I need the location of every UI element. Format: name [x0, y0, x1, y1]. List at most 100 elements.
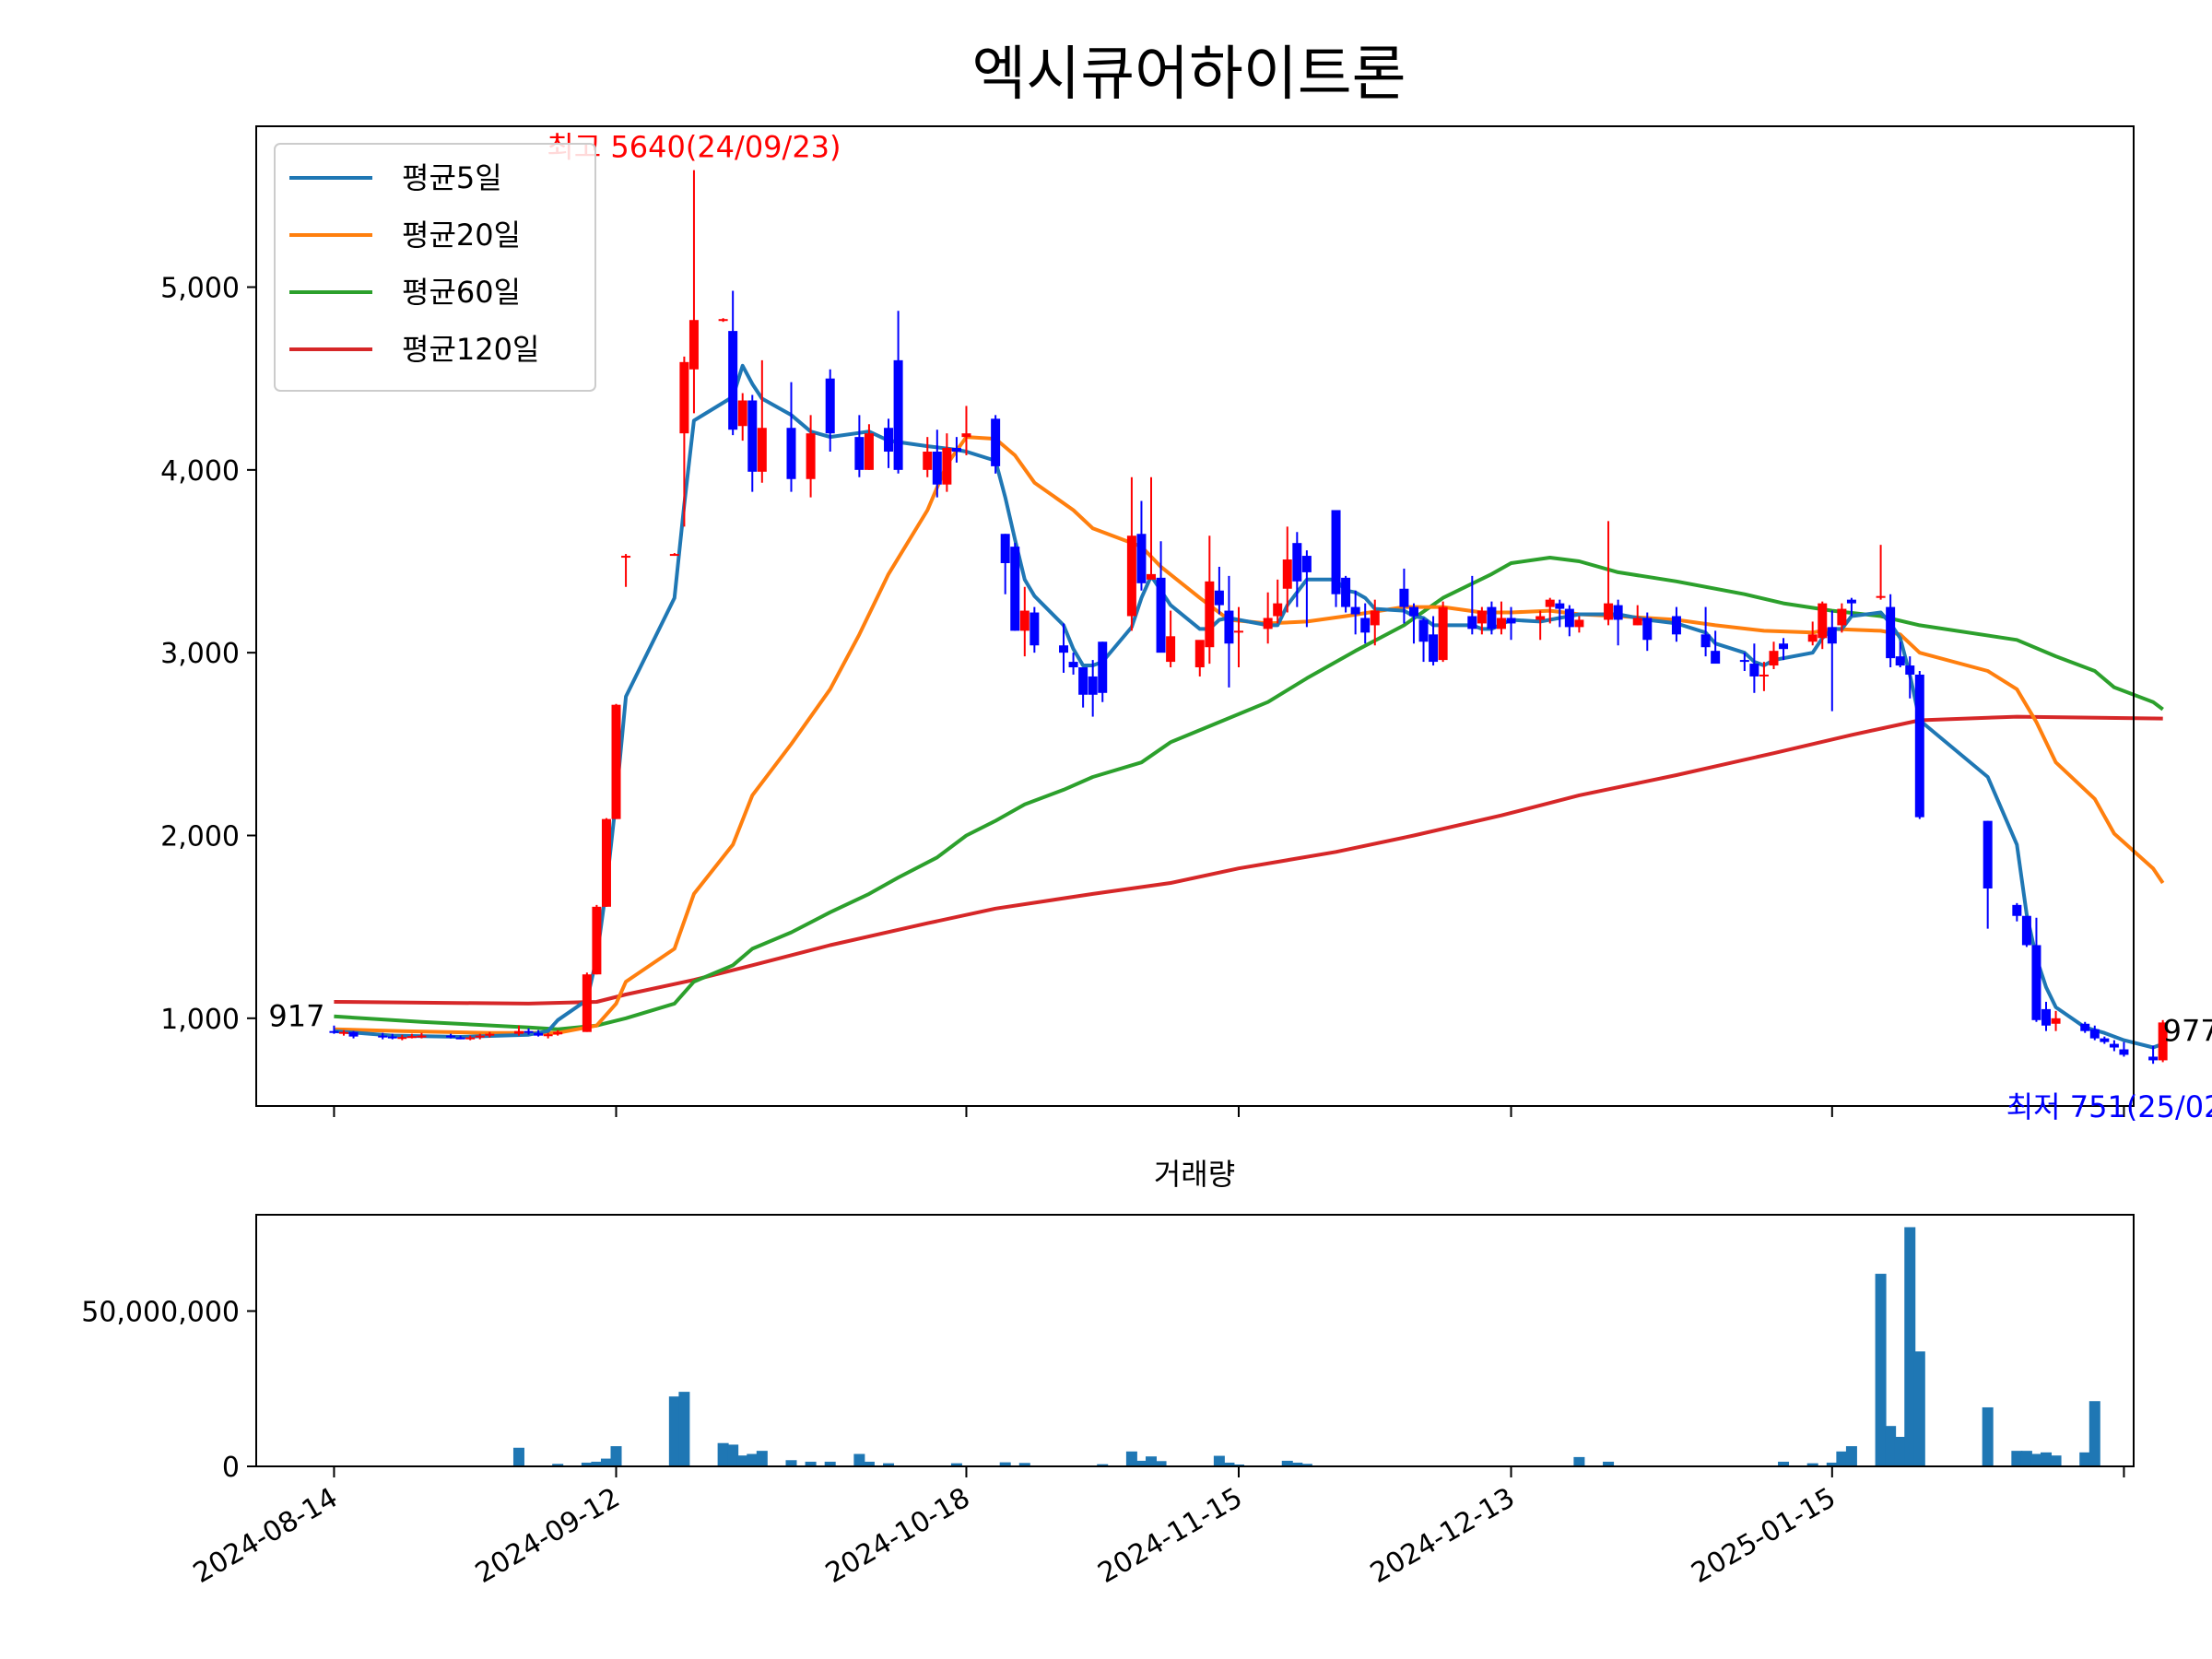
candle-body: [1010, 547, 1020, 631]
volume-bar: [1097, 1464, 1109, 1466]
candle-body: [1564, 608, 1574, 628]
candle: [1711, 630, 1721, 665]
volume-bar: [736, 1455, 748, 1466]
candle: [513, 1025, 524, 1036]
candle-body: [348, 1031, 359, 1037]
annotation-label: 최저 751(25/02/07): [2006, 1089, 2212, 1124]
candle-body: [406, 1036, 417, 1039]
volume-bar: [678, 1392, 690, 1466]
candle-body: [1905, 665, 1915, 675]
candle: [1156, 541, 1166, 653]
volume-bar: [1826, 1462, 1838, 1466]
candle: [387, 1033, 397, 1040]
candle: [1739, 653, 1749, 671]
candle-body: [688, 320, 699, 370]
volume-bar: [2011, 1451, 2023, 1466]
price-plot-frame: [255, 125, 2135, 1107]
candle-body: [864, 433, 874, 470]
candle-body: [1477, 610, 1487, 624]
candle: [1331, 510, 1341, 607]
candle-body: [728, 331, 738, 430]
candle-body: [1846, 599, 1856, 604]
volume-bar: [1146, 1456, 1158, 1466]
volume-bar: [1223, 1462, 1235, 1466]
candle: [1905, 656, 1915, 699]
candle: [465, 1035, 476, 1041]
candle-body: [2158, 1022, 2168, 1061]
candle: [737, 393, 747, 441]
candle: [1399, 568, 1409, 624]
volume-bar: [1894, 1436, 1906, 1466]
candle-body: [1876, 595, 1886, 598]
candle-body: [806, 433, 816, 479]
candle-body: [2041, 1008, 2052, 1026]
candle-body: [1818, 603, 1828, 639]
candle: [582, 972, 592, 1032]
candle: [1429, 616, 1439, 666]
candle: [1350, 590, 1360, 635]
candle: [1807, 621, 1818, 646]
volume-bars: [512, 1227, 2100, 1466]
candle-body: [1360, 618, 1371, 633]
candle-body: [923, 452, 933, 470]
candle: [991, 415, 1001, 474]
candle-body: [737, 400, 747, 427]
candle: [621, 554, 631, 587]
volume-bar: [1603, 1461, 1615, 1466]
candle-body: [524, 1030, 534, 1033]
candle: [1876, 545, 1886, 600]
candle-body: [1983, 820, 1993, 888]
volume-bar: [853, 1453, 865, 1466]
volume-bar: [1135, 1460, 1147, 1466]
volume-bar: [2050, 1455, 2062, 1466]
candle-body: [1827, 627, 1837, 644]
candle-body: [2051, 1018, 2061, 1024]
candle: [1749, 643, 1759, 693]
volume-bar: [1806, 1463, 1818, 1466]
candle: [1360, 603, 1371, 644]
candle: [1282, 526, 1292, 613]
candle-body: [1807, 634, 1818, 642]
volume-bar: [1232, 1464, 1244, 1466]
candle-body: [465, 1037, 476, 1040]
price-y-tick-label: 4,000: [160, 455, 240, 488]
candle: [1779, 638, 1789, 661]
candle: [2031, 917, 2041, 1022]
candle-body: [854, 437, 865, 470]
volume-bar: [2030, 1453, 2042, 1466]
candle-body: [543, 1034, 553, 1037]
annotation-label: 917: [268, 998, 324, 1033]
volume-bar: [1913, 1351, 1925, 1466]
candle: [1759, 662, 1769, 691]
candle: [669, 553, 679, 557]
volume-bar: [2079, 1452, 2091, 1466]
candle-body: [387, 1036, 397, 1039]
candle: [1886, 594, 1896, 668]
candle-body: [2012, 904, 2022, 916]
candle: [961, 406, 971, 455]
candle-body: [1467, 616, 1477, 629]
candle-body: [893, 359, 903, 470]
candle: [1895, 641, 1905, 668]
candle-body: [1292, 543, 1302, 582]
candle: [2089, 1025, 2100, 1041]
volume-bar: [717, 1442, 729, 1466]
candle: [1166, 610, 1176, 668]
candle-body: [446, 1035, 456, 1038]
candle-body: [1769, 651, 1779, 666]
candle-body: [582, 974, 592, 1032]
candle: [786, 382, 796, 492]
candle: [1846, 597, 1856, 617]
candle: [1408, 603, 1418, 644]
candle-body: [1205, 581, 1215, 648]
volume-bar: [727, 1444, 739, 1466]
volume-bar: [1291, 1462, 1303, 1466]
candle: [329, 1025, 339, 1034]
candle: [601, 818, 611, 907]
candle-body: [2100, 1038, 2110, 1042]
volume-plot-frame: [255, 1214, 2135, 1467]
candle-body: [1350, 606, 1360, 615]
candle-body: [2080, 1023, 2090, 1031]
volume-bar: [1885, 1426, 1897, 1466]
